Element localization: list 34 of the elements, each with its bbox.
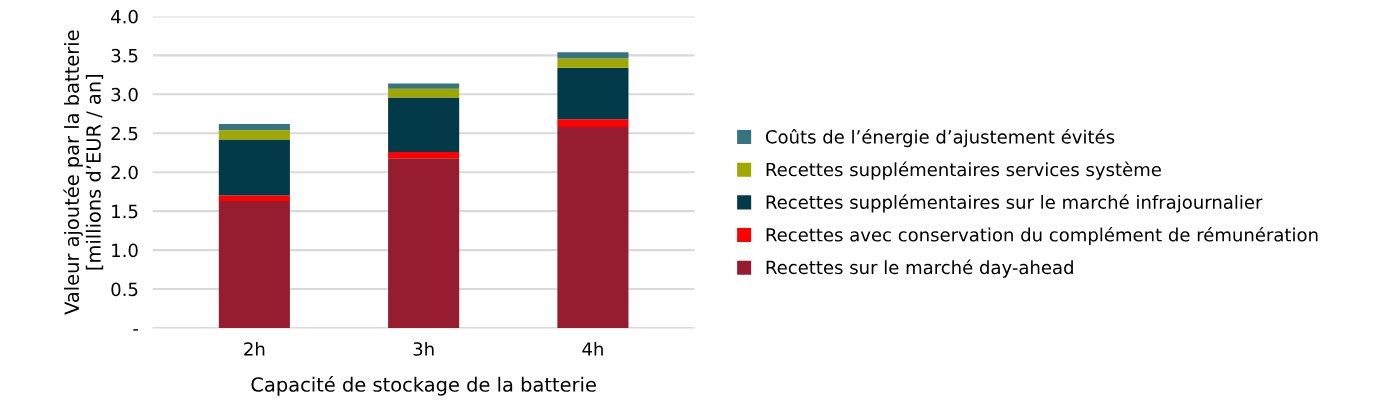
bar [388, 151, 460, 159]
bar [388, 158, 460, 328]
bar [388, 97, 460, 152]
bar [388, 88, 460, 98]
legend-label: Recettes supplémentaires sur le marché infrajournalier [766, 194, 1263, 213]
legend-label: Recettes supplémentaires services système [766, 161, 1161, 180]
bar [557, 67, 629, 120]
legend-label: Recettes avec conservation du complément de rémunération [766, 226, 1318, 246]
x-tick-label: 3h [413, 341, 434, 356]
bar [218, 130, 290, 140]
bar [218, 195, 290, 202]
y-tick-label: - [133, 329, 139, 331]
x-tick-label: 4h [582, 341, 603, 356]
y-tick-label: 2.5 [111, 126, 138, 141]
y-tick-label: 3.5 [111, 48, 138, 63]
bar [557, 58, 629, 68]
y-tick-label: 2.0 [111, 165, 138, 180]
y-tick-label: 3.0 [111, 87, 138, 102]
legend-label: Recettes sur le marché day-ahead [766, 259, 1073, 278]
y-axis-title: Valeur ajoutée par la batterie [millions d’EUR / an] [63, 30, 104, 315]
y-tick-label: 4.0 [111, 9, 138, 24]
bar [557, 127, 629, 328]
bar [218, 123, 290, 131]
y-tick-label: 1.0 [112, 243, 138, 258]
bar [557, 52, 629, 59]
x-tick-label: 2h [244, 341, 265, 356]
bar [557, 119, 629, 128]
legend-label: Coûts de l’énergie d’ajustement évités [765, 128, 1115, 148]
bar [388, 83, 460, 89]
bar [218, 139, 290, 196]
bar [218, 201, 290, 328]
x-axis-title: Capacité de stockage de la batterie [251, 376, 596, 396]
y-tick-label: 0.5 [111, 282, 138, 297]
y-tick-label: 1.5 [112, 204, 138, 219]
